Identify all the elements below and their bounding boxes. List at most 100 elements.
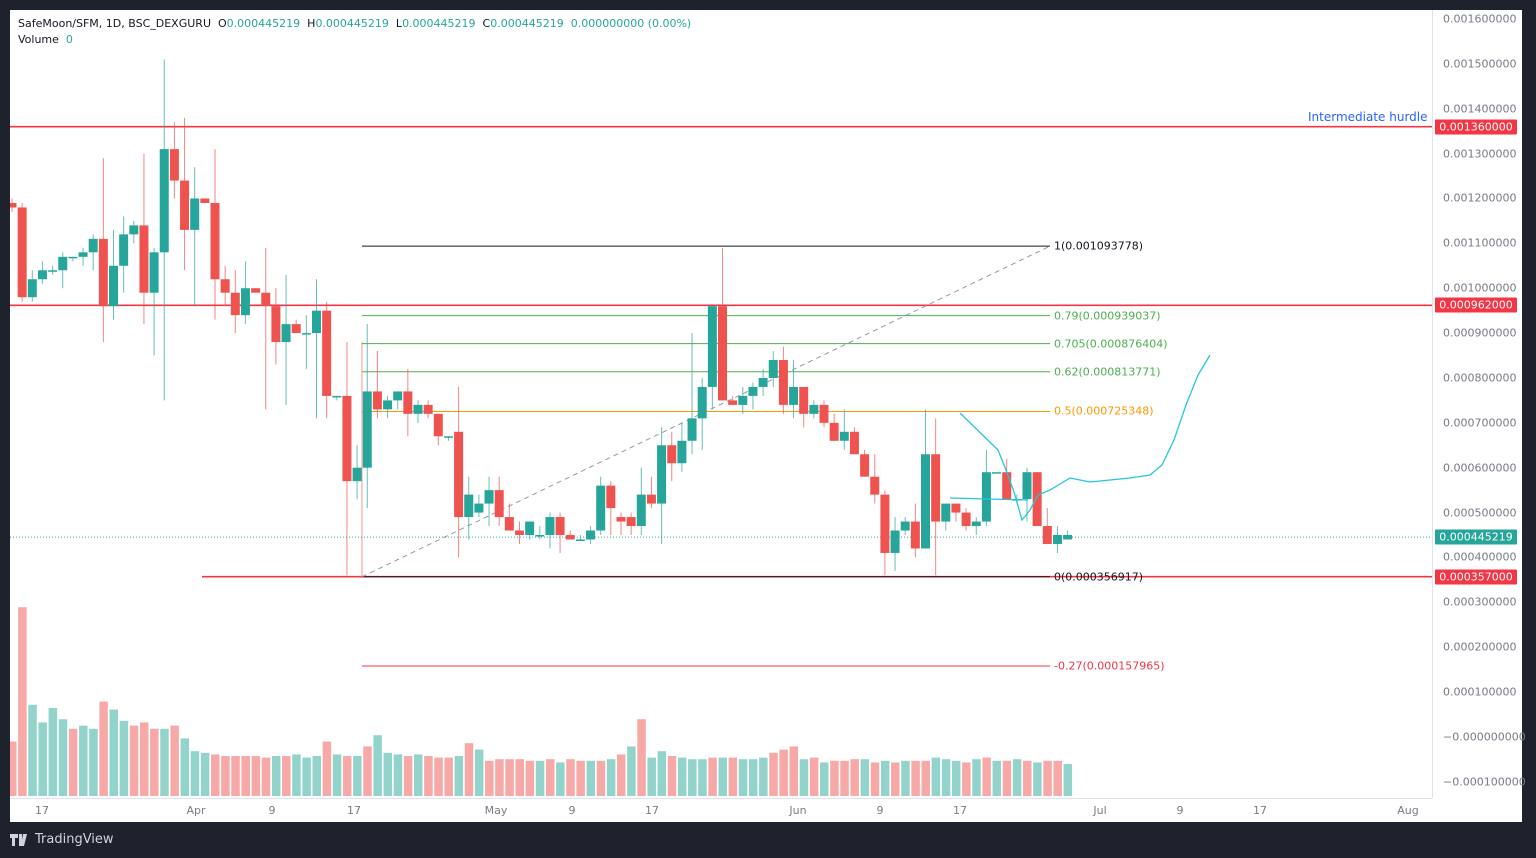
volume-bar	[241, 756, 250, 796]
volume-bar	[454, 756, 464, 796]
bearish-candle	[626, 517, 636, 527]
fib-level-label: 0(0.000356917)	[1054, 570, 1144, 584]
volume-bar	[79, 725, 88, 796]
bullish-candle	[809, 404, 819, 414]
volume-bar	[535, 760, 545, 796]
bearish-candle	[10, 202, 17, 208]
bullish-candle	[575, 539, 585, 541]
tradingview-logo-icon	[10, 833, 27, 846]
bullish-candle	[281, 324, 291, 343]
bearish-candle	[494, 490, 504, 518]
volume-bar	[1023, 760, 1032, 796]
volume-bar	[779, 749, 788, 796]
volume-bar	[982, 757, 991, 796]
volume-bar	[282, 756, 291, 796]
bearish-candle	[261, 292, 271, 307]
bullish-candle	[383, 400, 393, 410]
symbol-title[interactable]: SafeMoon/SFM, 1D, BSC_DEXGURU	[18, 17, 211, 30]
time-axis[interactable]: 17 Apr 9 17 May 9 17 Jun 9 17 Jul 9 17 Aug	[10, 798, 1432, 823]
price-tick-label: 0.000500000	[1443, 506, 1517, 520]
bullish-candle	[68, 256, 78, 259]
bearish-candle	[910, 521, 920, 549]
bearish-candle	[829, 422, 839, 441]
volume-bar	[667, 756, 677, 796]
volume-bar	[840, 760, 849, 796]
price-chart-pane[interactable]: SafeMoon/SFM, 1D, BSC_DEXGURU O0.0004452…	[10, 10, 1432, 798]
bullish-candle	[58, 256, 68, 271]
bearish-candle	[778, 360, 788, 405]
bearish-candle	[860, 454, 870, 477]
volume-bar	[962, 762, 971, 796]
volume-bar	[1063, 764, 1073, 796]
bullish-candle	[362, 391, 372, 468]
fib-level-label: 0.705(0.000876404)	[1054, 337, 1168, 351]
price-tick-label: 0.000900000	[1443, 326, 1517, 340]
volume-bar	[211, 754, 220, 796]
bearish-candle	[271, 306, 281, 343]
volume-row: Volume 0	[18, 33, 73, 46]
volume-bar	[596, 760, 606, 796]
volume-bar	[342, 756, 352, 796]
volume-bar	[627, 746, 636, 796]
tradingview-branding[interactable]: TradingView	[10, 832, 114, 847]
bullish-candle	[748, 386, 758, 396]
volume-bar	[850, 759, 859, 796]
volume-bar	[150, 728, 159, 796]
bullish-candle	[657, 445, 667, 504]
intermediate-hurdle-label[interactable]: Intermediate hurdle	[1308, 110, 1428, 124]
price-level-tag: 0.000357000	[1435, 569, 1517, 585]
chart-frame: SafeMoon/SFM, 1D, BSC_DEXGURU O0.0004452…	[10, 10, 1526, 823]
bullish-candle	[768, 360, 778, 378]
volume-bar	[931, 757, 941, 796]
low-value: 0.000445219	[402, 17, 476, 30]
bullish-candle	[1063, 535, 1073, 540]
price-axis[interactable]: 0.001600000 0.001500000 0.001400000 0.00130…	[1432, 10, 1526, 798]
volume-bar	[748, 759, 758, 796]
volume-bar	[160, 728, 169, 796]
bullish-candle	[789, 386, 799, 405]
volume-bar	[545, 759, 555, 796]
time-tick-label: 9	[268, 804, 276, 817]
volume-bar	[891, 762, 900, 796]
time-tick-label: 17	[645, 804, 659, 817]
bearish-candle	[555, 517, 565, 536]
price-tick-label: 0.000100000	[1443, 685, 1517, 699]
volume-bar	[738, 759, 748, 796]
volume-bar	[119, 720, 129, 796]
bullish-candle	[119, 234, 129, 266]
bearish-candle	[139, 225, 149, 293]
bullish-candle	[992, 472, 1002, 474]
price-level-tag: 0.000445219	[1435, 529, 1517, 545]
bearish-candle	[646, 494, 656, 504]
time-tick-label: 17	[953, 804, 967, 817]
bullish-candle	[586, 530, 596, 540]
close-value: 0.000445219	[490, 17, 564, 30]
fib-level-label: 0.5(0.000725348)	[1054, 404, 1154, 418]
bearish-candle	[718, 306, 727, 401]
volume-bar	[221, 756, 230, 796]
price-tick-label: 0.001400000	[1443, 102, 1517, 116]
volume-bar	[190, 751, 200, 796]
bullish-candle	[413, 404, 423, 414]
bullish-candle	[393, 391, 403, 401]
volume-bar	[911, 760, 920, 796]
open-value: 0.000445219	[226, 17, 301, 30]
volume-bar	[200, 752, 210, 796]
bullish-candle	[78, 252, 88, 257]
bullish-candle	[474, 503, 484, 513]
bullish-candle	[464, 494, 474, 518]
bullish-candle	[758, 377, 768, 387]
bullish-candle	[149, 252, 159, 293]
volume-bar	[261, 757, 271, 796]
volume-value: 0	[65, 33, 73, 46]
volume-bar	[505, 759, 514, 796]
bearish-candle	[251, 288, 261, 293]
bearish-candle	[17, 207, 27, 298]
bearish-candle	[454, 431, 464, 518]
volume-bar	[860, 759, 870, 796]
brand-name: TradingView	[35, 832, 114, 847]
candlestick-chart[interactable]	[10, 10, 1432, 798]
volume-bar	[393, 754, 403, 796]
volume-bar	[698, 759, 707, 796]
volume-bar	[129, 725, 139, 796]
